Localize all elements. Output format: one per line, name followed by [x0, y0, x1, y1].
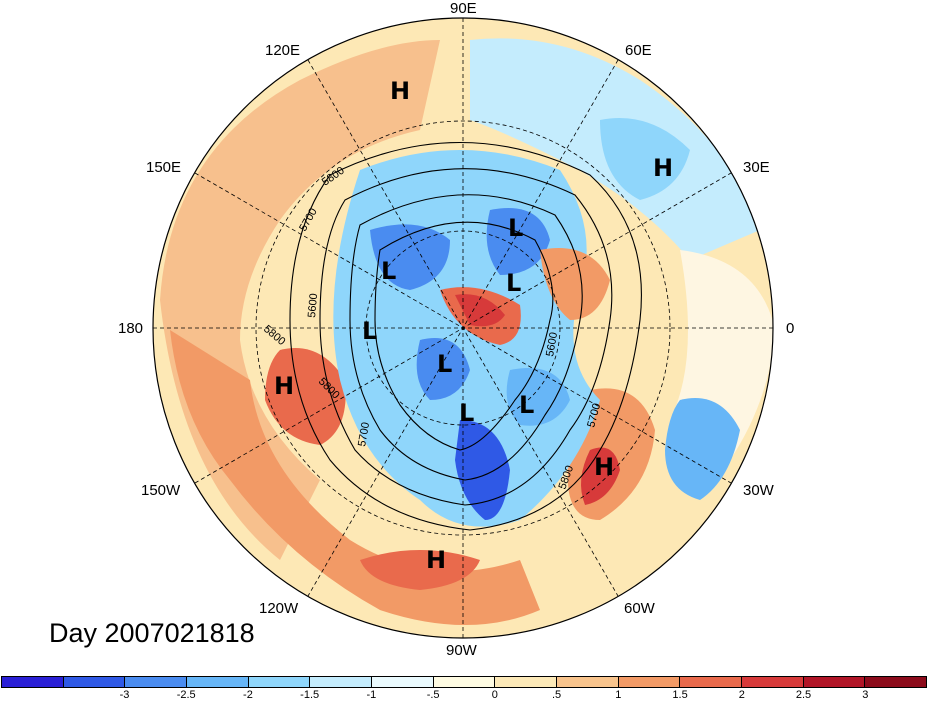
colorbar-tick-label: -2.5: [176, 689, 196, 701]
contour-label: 5700: [356, 421, 372, 447]
colorbar-swatch: [125, 677, 188, 687]
lon-label-0: 0: [786, 320, 795, 337]
pressure-center: H: [653, 154, 673, 182]
pressure-center: H: [426, 546, 446, 574]
colorbar-tick-label: -3: [119, 689, 130, 701]
colorbar-swatch: [557, 677, 619, 687]
colorbar-swatch: [187, 677, 249, 687]
map-boundary: [152, 17, 774, 639]
height-contours: [289, 142, 642, 531]
lon-label-180: 180: [118, 320, 144, 337]
colorbar-tick-label: -2: [243, 689, 253, 701]
colorbar-swatch: [248, 677, 311, 687]
colorbar-swatch: [63, 677, 126, 687]
colorbar-swatch: [372, 677, 434, 687]
pressure-center: L: [381, 257, 396, 285]
colorbar: [1, 676, 927, 688]
colorbar-tick-label: 0: [491, 689, 498, 701]
lon-label-30e: 30E: [743, 159, 770, 176]
pressure-center: H: [594, 453, 614, 481]
colorbar-tick-label: -1.5: [300, 689, 320, 701]
anomaly-field: [153, 18, 773, 638]
colorbar-tick-label: .5: [552, 689, 562, 701]
colorbar-swatch: [680, 677, 743, 687]
pressure-center: L: [508, 214, 523, 242]
pressure-center: H: [390, 77, 410, 105]
lon-label-120w: 120W: [259, 600, 299, 617]
lon-label-150e: 150E: [146, 159, 182, 176]
lon-label-120e: 120E: [265, 42, 301, 59]
pressure-center: L: [506, 269, 521, 297]
contour-label: 5600: [544, 331, 560, 357]
colorbar-tick-label: 2: [738, 689, 745, 701]
colorbar-tick-label: 1.5: [672, 689, 688, 701]
pressure-centers: H H L L L L L L L H H H: [274, 77, 673, 574]
colorbar-tick-label: -.5: [426, 689, 440, 701]
colorbar-tick-label: -1: [366, 689, 377, 701]
colorbar-swatch: [865, 677, 927, 687]
graticule: [153, 18, 773, 638]
pressure-center: L: [519, 391, 534, 419]
colorbar-swatch: [803, 677, 866, 687]
lon-label-60w: 60W: [624, 600, 655, 617]
contour-label: 5600: [306, 293, 320, 318]
lon-label-90w: 90W: [446, 642, 477, 659]
colorbar-swatch: [433, 677, 496, 687]
pressure-center: L: [437, 350, 452, 378]
lon-label-60e: 60E: [625, 42, 652, 59]
colorbar-tick-label: 2.5: [795, 689, 812, 701]
date-label: Day 2007021818: [49, 618, 255, 648]
colorbar-tick-label: 1: [615, 689, 622, 701]
colorbar-swatch: [742, 677, 804, 687]
pressure-center: L: [459, 399, 474, 427]
lon-label-30w: 30W: [743, 482, 774, 499]
colorbar-swatch: [495, 677, 558, 687]
colorbar-swatch: [2, 677, 64, 687]
colorbar-swatch: [618, 677, 681, 687]
colorbar-tick-label: 3: [862, 689, 869, 701]
lon-label-90e: 90E: [450, 0, 477, 17]
colorbar-swatch: [310, 677, 373, 687]
pressure-center: L: [362, 317, 377, 345]
pressure-center: H: [274, 372, 294, 400]
lon-label-150w: 150W: [141, 482, 181, 499]
